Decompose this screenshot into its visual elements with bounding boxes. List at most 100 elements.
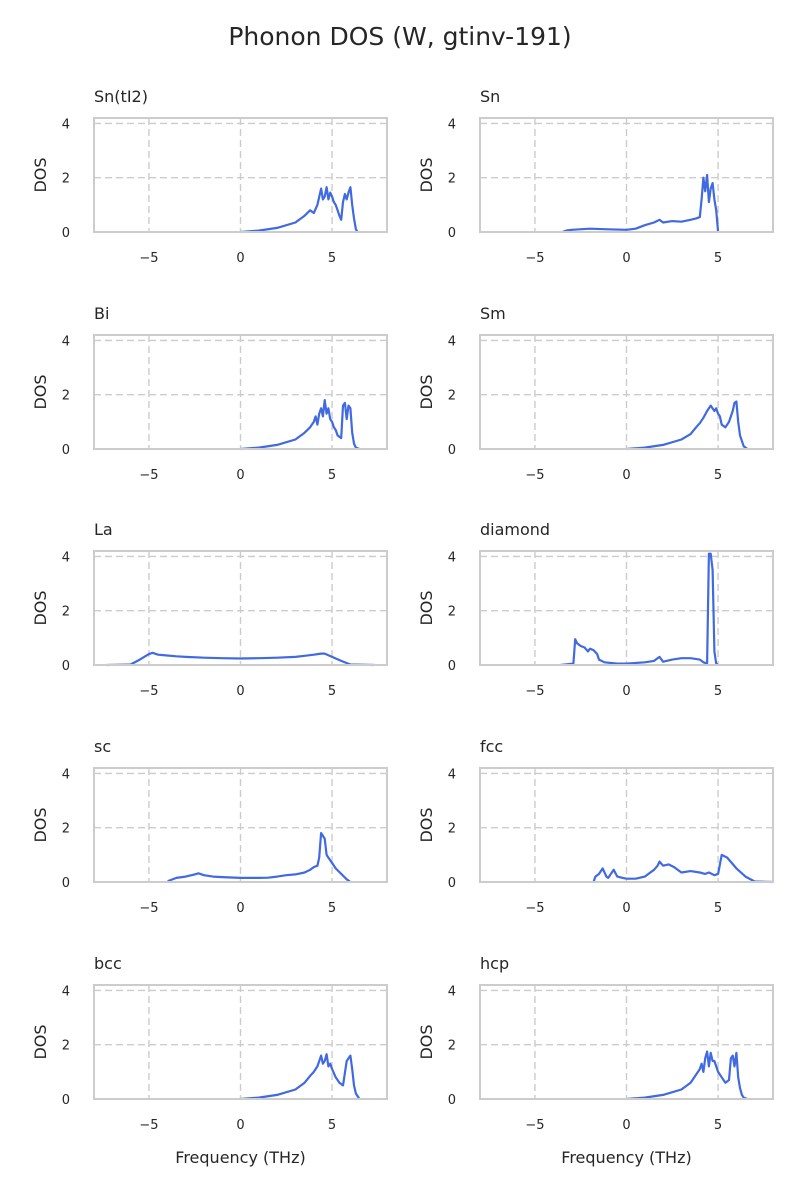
y-tick-label: 0 (62, 1093, 70, 1108)
dos-curve (626, 1050, 748, 1101)
y-tick-label: 2 (448, 389, 456, 404)
x-tick-label: 0 (622, 1118, 630, 1133)
subplot-title: Sn(tI2) (94, 87, 148, 106)
y-tick-label: 4 (62, 767, 70, 782)
x-tick-label: 5 (328, 684, 336, 699)
plot-frame (93, 334, 388, 450)
x-tick-label: −5 (139, 468, 158, 483)
x-tick-label: 5 (328, 1118, 336, 1133)
y-tick-label: 2 (62, 389, 70, 404)
subplot-5: diamond −5 0 5 0 2 4 DOS (417, 520, 774, 699)
y-tick-label: 0 (448, 876, 456, 891)
x-tick-label: 5 (714, 684, 722, 699)
y-tick-label: 4 (62, 550, 70, 565)
plot-frame (93, 984, 388, 1100)
subplot-title: hcp (480, 954, 509, 973)
plot-frame (479, 767, 774, 883)
subplot-4: La −5 0 5 0 2 4 DOS (31, 520, 388, 699)
x-tick-label: 0 (236, 1118, 244, 1133)
dos-curve (592, 853, 774, 884)
y-tick-label: 4 (448, 334, 456, 349)
y-tick-label: 0 (62, 443, 70, 458)
y-tick-label: 2 (62, 822, 70, 837)
plot-frame (93, 117, 388, 233)
plot-frame (479, 984, 774, 1100)
plot-frame (479, 117, 774, 233)
y-axis-label: DOS (31, 807, 50, 842)
plot-frame (93, 767, 388, 883)
x-tick-label: −5 (139, 684, 158, 699)
x-tick-label: 0 (622, 684, 630, 699)
y-tick-label: 4 (448, 550, 456, 565)
subplot-title: Bi (94, 304, 109, 323)
x-tick-label: 0 (236, 901, 244, 916)
y-tick-label: 4 (62, 984, 70, 999)
dos-curve (560, 552, 719, 667)
y-axis-label: DOS (31, 590, 50, 625)
subplot-8: bcc −5 0 5 0 2 4 DOS Frequency (THz) (31, 954, 388, 1167)
x-tick-label: 5 (714, 251, 722, 266)
y-tick-label: 4 (62, 117, 70, 132)
figure-title: Phonon DOS (W, gtinv-191) (228, 22, 571, 51)
dos-curve (166, 831, 352, 883)
x-tick-label: −5 (525, 901, 544, 916)
x-tick-label: −5 (139, 251, 158, 266)
x-tick-label: 5 (328, 251, 336, 266)
dos-curve (106, 651, 375, 667)
dos-curve (626, 400, 749, 451)
y-tick-label: 0 (62, 876, 70, 891)
x-tick-label: 5 (328, 468, 336, 483)
y-axis-label: DOS (31, 374, 50, 409)
y-tick-label: 4 (62, 334, 70, 349)
dos-curve (240, 399, 360, 451)
y-tick-label: 2 (448, 172, 456, 187)
y-tick-label: 2 (62, 605, 70, 620)
x-tick-label: 0 (622, 901, 630, 916)
y-tick-label: 4 (448, 984, 456, 999)
x-tick-label: −5 (525, 1118, 544, 1133)
subplot-title: Sm (480, 304, 506, 323)
subplot-7: fcc −5 0 5 0 2 4 DOS (417, 737, 774, 916)
x-tick-label: 5 (714, 901, 722, 916)
dos-curve (240, 186, 359, 234)
y-axis-label: DOS (31, 157, 50, 192)
y-tick-label: 4 (448, 767, 456, 782)
x-tick-label: −5 (139, 901, 158, 916)
x-tick-label: 0 (622, 251, 630, 266)
dos-curve (240, 1053, 361, 1101)
y-axis-label: DOS (417, 807, 436, 842)
y-axis-label: DOS (417, 1024, 436, 1059)
x-tick-label: −5 (139, 1118, 158, 1133)
y-tick-label: 2 (448, 1039, 456, 1054)
y-axis-label: DOS (417, 590, 436, 625)
subplot-2: Bi −5 0 5 0 2 4 DOS (31, 304, 388, 483)
y-tick-label: 4 (448, 117, 456, 132)
y-tick-label: 0 (62, 226, 70, 241)
y-tick-label: 0 (62, 659, 70, 674)
dos-curve (562, 173, 720, 234)
y-axis-label: DOS (417, 374, 436, 409)
x-tick-label: 0 (236, 684, 244, 699)
y-tick-label: 2 (62, 172, 70, 187)
subplot-grid: Sn(tI2) −5 0 5 0 2 4 DOS Sn −5 0 5 0 2 4 DOS Bi −5 0 5 0 2 4 DO… (31, 87, 774, 1167)
y-tick-label: 0 (448, 226, 456, 241)
subplot-title: La (94, 520, 113, 539)
x-axis-label: Frequency (THz) (561, 1148, 691, 1167)
subplot-6: sc −5 0 5 0 2 4 DOS (31, 737, 388, 916)
y-axis-label: DOS (31, 1024, 50, 1059)
subplot-title: fcc (480, 737, 503, 756)
x-tick-label: 5 (328, 901, 336, 916)
y-tick-label: 2 (62, 1039, 70, 1054)
plot-frame (93, 550, 388, 666)
y-axis-label: DOS (417, 157, 436, 192)
x-tick-label: −5 (525, 468, 544, 483)
subplot-3: Sm −5 0 5 0 2 4 DOS (417, 304, 774, 483)
x-axis-label: Frequency (THz) (175, 1148, 305, 1167)
x-tick-label: 0 (622, 468, 630, 483)
y-tick-label: 2 (448, 605, 456, 620)
plot-frame (479, 334, 774, 450)
subplot-title: sc (94, 737, 111, 756)
subplot-title: Sn (480, 87, 500, 106)
y-tick-label: 2 (448, 822, 456, 837)
y-tick-label: 0 (448, 659, 456, 674)
